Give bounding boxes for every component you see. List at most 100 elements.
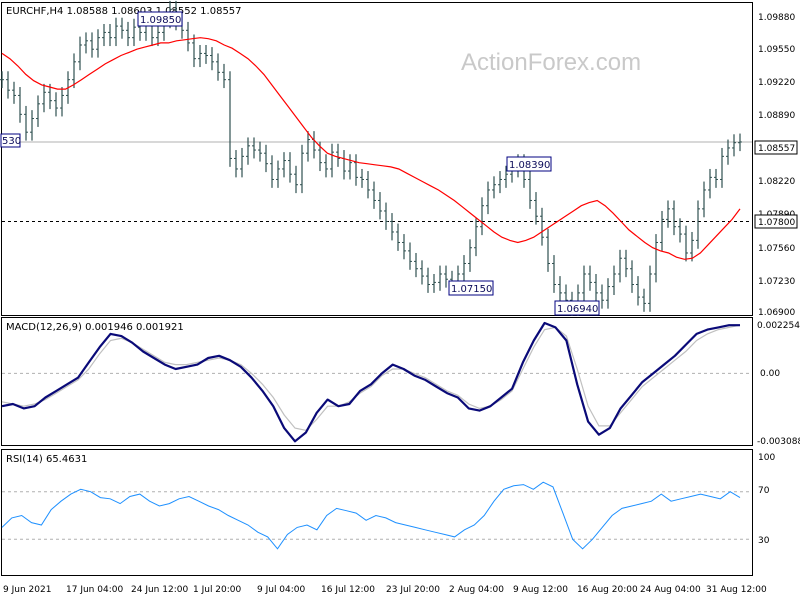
annotation-aug-high-box [506, 156, 552, 172]
price-bar [420, 260, 424, 285]
price-bar [372, 181, 376, 209]
price-bar [678, 218, 682, 243]
price-bar [36, 95, 40, 127]
price-bar [186, 21, 190, 52]
price-bar [48, 83, 52, 110]
price-tick-label: 1.07560 [758, 244, 795, 254]
price-bar [414, 252, 418, 278]
macd-plot [1, 321, 752, 443]
annotation-aug-low-label: 1.07150 [451, 284, 492, 295]
price-bar [660, 210, 664, 251]
time-x-axis: 9 Jun 2021 17 Jun 04:00 24 Jun 12:00 1 J… [3, 585, 767, 595]
rsi-tick-label: 30 [758, 536, 770, 546]
price-bar [588, 265, 592, 291]
price-bar [120, 17, 124, 39]
annotation-high-label: 1.09850 [140, 15, 181, 26]
price-bar [612, 265, 616, 295]
price-bar [426, 267, 430, 293]
current-price-box [754, 140, 798, 155]
price-bar [210, 47, 214, 71]
price-tick-label: 1.09880 [758, 13, 795, 23]
macd-y-axis: 0.002254 0.00 -0.003088 [757, 321, 800, 447]
price-bar [360, 168, 364, 188]
price-bar [402, 234, 406, 260]
annotation-left-cut: 530 [0, 133, 21, 148]
support-price-tag: 1.07800 [754, 214, 798, 229]
price-bar [306, 131, 310, 162]
annotation-high-box [137, 11, 183, 27]
price-bar [438, 265, 442, 291]
price-bar [198, 45, 202, 68]
price-bar [18, 87, 22, 123]
price-bar [12, 81, 16, 104]
price-bar [330, 143, 334, 178]
price-bar [258, 141, 262, 162]
price-bar [504, 165, 508, 188]
price-bar [690, 231, 694, 262]
price-bar [594, 273, 598, 302]
support-price-label: 1.07800 [758, 218, 795, 228]
time-tick-label: 17 Jun 04:00 [66, 585, 123, 595]
price-bar [270, 155, 274, 188]
price-bar [630, 260, 634, 293]
price-bar [720, 147, 724, 188]
price-bar [714, 168, 718, 188]
price-bar [654, 234, 658, 283]
price-tick-label: 1.08890 [758, 111, 795, 121]
watermark: ActionForex.com [461, 49, 641, 76]
macd-panel-title: MACD(12,26,9) 0.001946 0.001921 [6, 322, 184, 333]
price-bar [30, 110, 34, 141]
annotation-aug-high-label: 1.08390 [509, 160, 550, 171]
price-bar [684, 225, 688, 262]
price-bar [54, 92, 58, 117]
time-tick-label: 9 Aug 12:00 [513, 585, 568, 595]
macd-panel-frame [1, 317, 753, 446]
price-bar [540, 207, 544, 246]
price-bar [84, 32, 88, 54]
price-bar [600, 284, 604, 309]
price-tick-label: 1.09550 [758, 45, 795, 55]
price-bar [354, 154, 358, 186]
price-tick-label: 1.09220 [758, 78, 795, 88]
time-tick-label: 9 Jul 04:00 [257, 585, 306, 595]
price-bar [486, 181, 490, 215]
annotation-left-cut-box [0, 133, 21, 148]
rsi-line [1, 481, 741, 550]
price-bar [396, 223, 400, 251]
price-bar [480, 197, 484, 236]
moving-average-line [1, 37, 741, 260]
time-tick-label: 1 Jul 20:00 [193, 585, 242, 595]
price-tick-label: 1.06900 [758, 308, 795, 318]
price-plot [0, 0, 752, 316]
rsi-y-axis: 100 70 30 [758, 453, 775, 546]
price-bar [96, 29, 100, 58]
price-bar [0, 71, 4, 89]
rsi-panel-frame [1, 449, 753, 576]
price-bar [366, 171, 370, 199]
price-bar [228, 71, 232, 167]
price-bar [324, 154, 328, 178]
price-bar [648, 265, 652, 312]
price-bar [384, 202, 388, 230]
price-bar [252, 137, 256, 159]
time-tick-label: 2 Aug 04:00 [449, 585, 504, 595]
price-bars [0, 0, 742, 316]
price-bar [738, 133, 742, 152]
price-tick-label: 1.08220 [758, 177, 795, 187]
price-bar [300, 144, 304, 194]
price-bar [294, 165, 298, 194]
price-bar [264, 144, 268, 173]
macd-tick-label: -0.003088 [757, 437, 800, 447]
price-bar [108, 24, 112, 47]
time-tick-label: 24 Aug 04:00 [640, 585, 701, 595]
rsi-panel-title: RSI(14) 65.4631 [6, 454, 87, 465]
price-bar [708, 168, 712, 199]
price-bar [204, 45, 208, 64]
price-panel-frame [1, 2, 753, 316]
macd-tick-label: 0.002254 [757, 321, 800, 331]
price-bar [6, 71, 10, 99]
rsi-tick-label: 70 [758, 486, 770, 496]
rsi-tick-label: 100 [758, 453, 775, 463]
